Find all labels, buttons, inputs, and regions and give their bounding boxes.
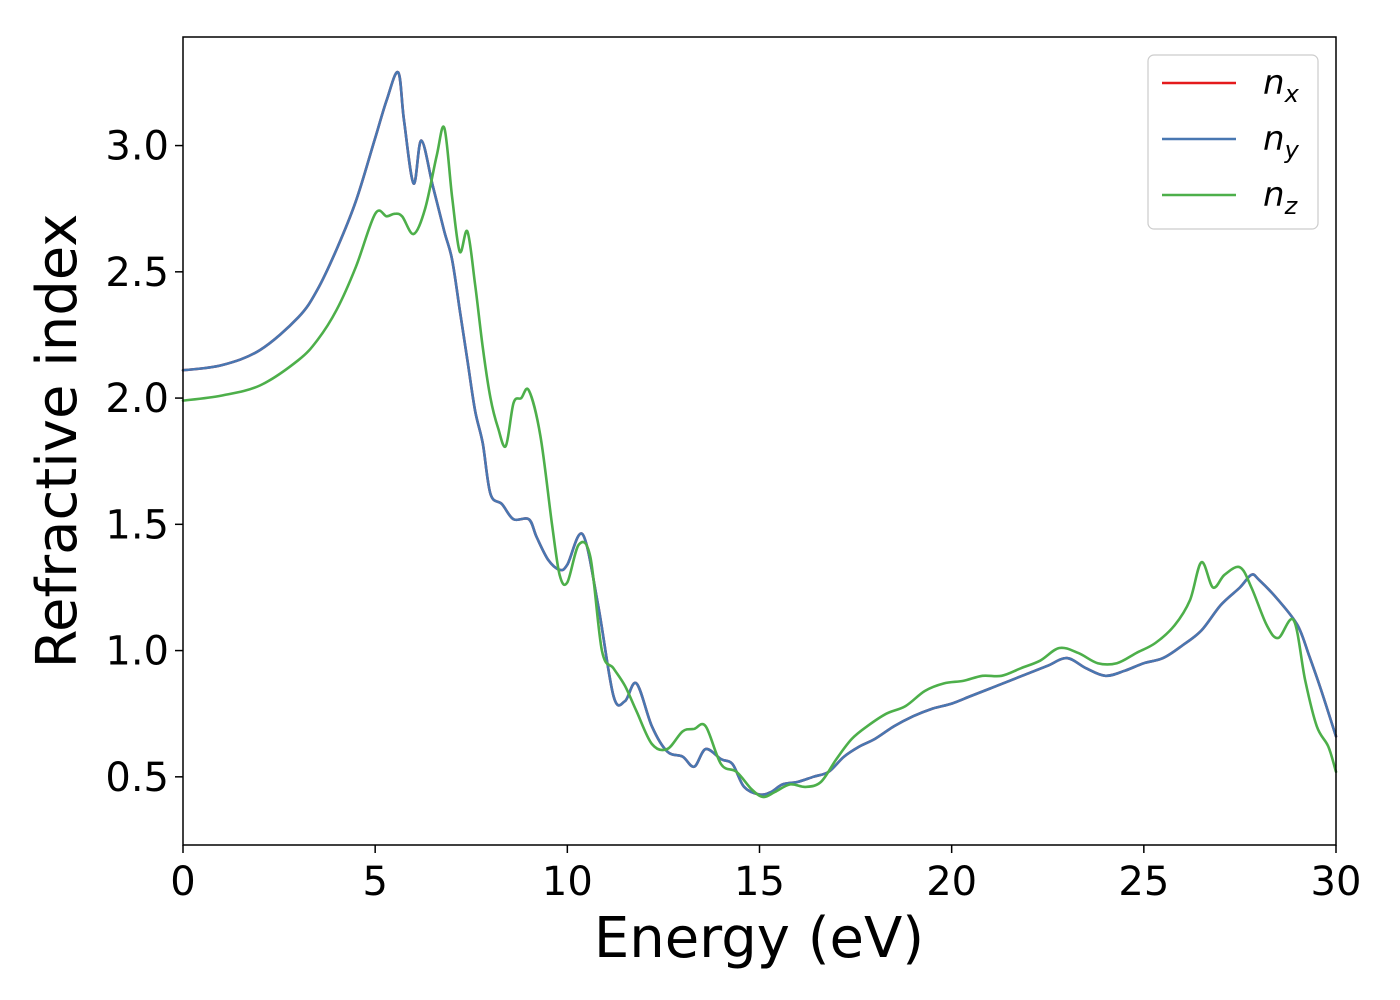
x-axis: 0 5 10 15 20 25 30 xyxy=(170,845,1361,905)
y-tick-label: 2.5 xyxy=(105,250,169,296)
x-tick-label: 0 xyxy=(170,859,195,905)
series-layer xyxy=(181,70,1338,799)
x-tick-label: 15 xyxy=(734,859,785,905)
y-tick-label: 3.0 xyxy=(105,124,169,170)
x-tick-label: 5 xyxy=(362,859,387,905)
legend: nx ny nz xyxy=(1147,54,1319,230)
series-line-y xyxy=(181,70,1338,796)
x-tick-label: 20 xyxy=(926,859,977,905)
y-tick-label: 1.5 xyxy=(105,502,169,548)
y-axis-title: Refractive index xyxy=(25,214,90,669)
y-tick-label: 2.0 xyxy=(105,376,169,422)
x-tick-label: 25 xyxy=(1118,859,1169,905)
y-axis: 0.5 1.0 1.5 2.0 2.5 3.0 xyxy=(105,124,183,801)
y-tick-label: 0.5 xyxy=(105,755,169,801)
series-line-z xyxy=(181,125,1338,799)
legend-frame xyxy=(1147,54,1319,230)
x-tick-label: 30 xyxy=(1311,859,1362,905)
legend-label-z: nz xyxy=(1263,175,1299,220)
legend-label-y: ny xyxy=(1263,119,1300,164)
x-axis-title: Energy (eV) xyxy=(594,906,924,971)
x-tick-label: 10 xyxy=(542,859,593,905)
y-tick-label: 1.0 xyxy=(105,629,169,675)
legend-label-x: nx xyxy=(1263,63,1300,108)
